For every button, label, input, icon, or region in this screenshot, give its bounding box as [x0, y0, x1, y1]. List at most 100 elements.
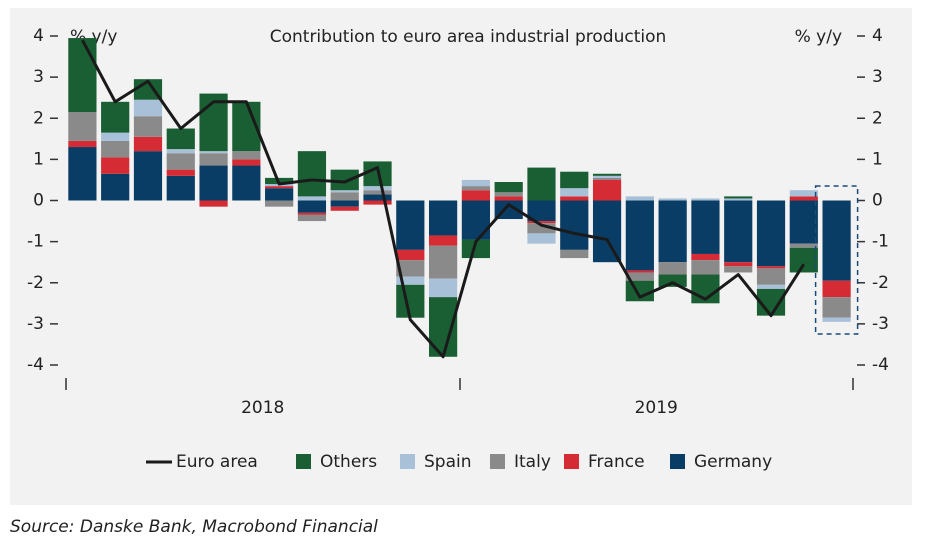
- bar-segment: [461, 179, 490, 187]
- bar-segment: [133, 116, 163, 137]
- y-tick-label: -2: [27, 273, 44, 293]
- bar-segment: [297, 151, 327, 197]
- bar-segment: [166, 128, 195, 150]
- x-tick-label: 2019: [635, 398, 678, 418]
- bar-segment: [232, 159, 261, 166]
- bar-segment: [396, 200, 425, 250]
- bar-segment: [527, 233, 556, 244]
- bar-segment: [724, 196, 753, 199]
- bar-segment: [560, 171, 589, 189]
- y2-tick-label: 4: [872, 26, 883, 46]
- bar-segment: [330, 206, 359, 211]
- bar-segment: [494, 196, 523, 201]
- bar-segment: [658, 198, 687, 201]
- bar-segment: [625, 270, 654, 273]
- bar-segment: [396, 260, 425, 277]
- bar-segment: [133, 151, 163, 201]
- bar-segment: [330, 200, 359, 207]
- bar-segment: [625, 272, 654, 281]
- y2-tick-label: -1: [872, 232, 889, 252]
- bar-segment: [724, 266, 753, 273]
- bar-segment: [396, 249, 425, 261]
- y-tick-label: 0: [33, 191, 44, 211]
- bar-segment: [133, 99, 163, 117]
- source: Source: Danske Bank, Macrobond Financial: [10, 517, 378, 537]
- bar-segment: [527, 167, 556, 201]
- bar-segment: [101, 101, 130, 133]
- bar-segment: [724, 198, 753, 201]
- bar-segment: [330, 190, 359, 193]
- bar-segment: [691, 200, 720, 254]
- bar-segment: [396, 276, 425, 285]
- bar-segment: [494, 192, 523, 197]
- bar-segment: [133, 136, 163, 152]
- bar-segment: [658, 274, 687, 287]
- legend-label: Others: [320, 452, 377, 472]
- bar-segment: [199, 165, 228, 201]
- bar-segment: [756, 268, 786, 285]
- bar-segment: [101, 140, 130, 158]
- y-tick-label: -1: [27, 232, 44, 252]
- bar-segment: [789, 190, 818, 197]
- bar-segment: [166, 169, 195, 176]
- bar-segment: [166, 153, 195, 170]
- bar-segment: [429, 278, 458, 298]
- bar-segment: [691, 198, 720, 201]
- bar-segment: [68, 112, 97, 141]
- bar-segment: [297, 196, 327, 201]
- bar-segment: [396, 284, 425, 318]
- bar-segment: [101, 173, 130, 201]
- y2-tick-label: -2: [872, 273, 889, 293]
- bar-segment: [822, 317, 851, 322]
- bar-segment: [592, 173, 622, 176]
- bar-segment: [592, 179, 622, 201]
- bar-segment: [461, 239, 490, 259]
- y2-tick-label: 0: [872, 191, 883, 211]
- bar-segment: [625, 196, 654, 201]
- bar-segment: [68, 38, 97, 113]
- legend-label: Germany: [694, 452, 772, 472]
- bar-segment: [199, 153, 228, 166]
- legend-swatch: [564, 454, 579, 469]
- bar-segment: [461, 190, 490, 201]
- y2-tick-label: 3: [872, 67, 883, 87]
- legend-label: Euro area: [176, 452, 258, 472]
- legend-swatch: [490, 454, 505, 469]
- bar-segment: [297, 212, 327, 215]
- y-tick-label: 2: [33, 108, 44, 128]
- legend-swatch: [400, 454, 415, 469]
- bar-segment: [789, 200, 818, 244]
- bar-segment: [363, 186, 392, 191]
- bar-segment: [691, 253, 720, 261]
- bar-segment: [691, 260, 720, 275]
- bar-segment: [560, 188, 589, 197]
- bar-segment: [560, 249, 589, 259]
- bar-segment: [429, 235, 458, 246]
- legend-label: Spain: [424, 452, 472, 472]
- bar-segment: [822, 280, 851, 298]
- bar-segment: [232, 151, 261, 160]
- legend-swatch: [296, 454, 311, 469]
- bar-segment: [363, 194, 392, 201]
- chart-title: Contribution to euro area industrial pro…: [270, 27, 667, 47]
- bar-segment: [265, 186, 294, 189]
- bar-segment: [560, 196, 589, 201]
- bar-segment: [166, 149, 195, 154]
- y-tick-label: 1: [33, 149, 44, 169]
- bar-segment: [429, 200, 458, 236]
- y-tick-label: -3: [27, 314, 44, 334]
- y-tick-label: 3: [33, 67, 44, 87]
- bar-segment: [265, 200, 294, 207]
- bar-segment: [592, 200, 622, 263]
- bar-segment: [199, 200, 228, 207]
- bar-segment: [789, 247, 818, 273]
- legend-label: Italy: [514, 452, 551, 472]
- bar-segment: [101, 132, 130, 141]
- bar-segment: [461, 200, 490, 240]
- y2-tick-label: 1: [872, 149, 883, 169]
- bar-segment: [724, 262, 753, 267]
- bar-segment: [724, 200, 753, 263]
- bar-segment: [265, 188, 294, 201]
- bar-segment: [461, 186, 490, 191]
